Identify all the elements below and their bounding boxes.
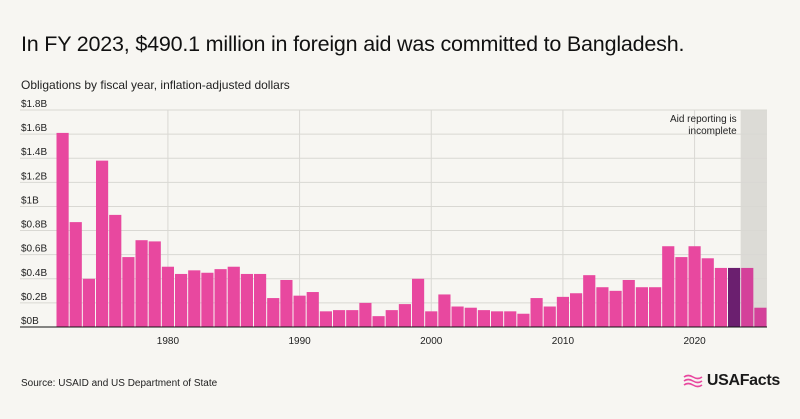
- bar-1989: [280, 279, 293, 327]
- bar-2007: [517, 313, 530, 327]
- bar-1983: [201, 272, 214, 327]
- bar-2024: [741, 267, 754, 327]
- bar-1988: [267, 298, 280, 327]
- bar-1982: [188, 270, 201, 327]
- bar-2019: [675, 257, 688, 327]
- y-tick-label: $1B: [21, 195, 39, 206]
- x-tick-label: 2020: [683, 336, 706, 347]
- source-note: Source: USAID and US Department of State: [21, 378, 218, 389]
- x-tick-label: 1980: [157, 336, 180, 347]
- bar-2016: [635, 287, 648, 327]
- bar-1990: [293, 295, 306, 327]
- x-tick-label: 2000: [420, 336, 443, 347]
- y-tick-label: $0.2B: [21, 292, 47, 303]
- bar-2014: [609, 290, 622, 327]
- y-tick-label: $1.4B: [21, 147, 47, 158]
- bar-1986: [240, 273, 253, 327]
- y-tick-label: $0.6B: [21, 244, 47, 255]
- bar-2005: [491, 311, 504, 327]
- bar-2000: [425, 311, 438, 327]
- bar-2017: [649, 287, 662, 327]
- bar-1979: [148, 241, 161, 327]
- bar-2015: [622, 279, 635, 327]
- brand-logo: USAFacts: [683, 372, 780, 390]
- bar-1991: [306, 292, 319, 327]
- bar-2002: [451, 306, 464, 327]
- bar-1994: [346, 310, 359, 327]
- y-tick-label: $0.4B: [21, 268, 47, 279]
- bar-2004: [477, 310, 490, 327]
- bar-2023: [728, 267, 741, 327]
- bar-1995: [359, 302, 372, 327]
- bar-2003: [464, 307, 477, 327]
- y-tick-label: $0B: [21, 316, 39, 327]
- flag-icon: [683, 374, 703, 388]
- bar-1984: [214, 269, 227, 327]
- bar-2013: [596, 287, 609, 327]
- bar-2025: [754, 307, 767, 327]
- bar-1972: [56, 132, 69, 327]
- bar-1993: [333, 310, 346, 327]
- brand-name: USAFacts: [706, 372, 780, 389]
- bar-1974: [82, 278, 95, 327]
- bar-1999: [412, 278, 425, 327]
- bar-2009: [543, 306, 556, 327]
- bar-2011: [570, 293, 583, 327]
- bar-2008: [530, 298, 543, 327]
- incomplete-annotation: Aid reporting is incomplete: [670, 114, 737, 137]
- bar-1975: [96, 160, 109, 327]
- chart-title: In FY 2023, $490.1 million in foreign ai…: [21, 32, 685, 56]
- bar-2018: [662, 246, 675, 327]
- bar-1976: [109, 214, 122, 327]
- y-tick-label: $1.8B: [21, 99, 47, 110]
- bar-2020: [688, 246, 701, 327]
- annotation-line: incomplete: [688, 126, 737, 137]
- bar-1987: [254, 273, 267, 327]
- bar-2001: [438, 294, 451, 327]
- bar-1997: [385, 310, 398, 327]
- bar-1985: [227, 266, 240, 327]
- bar-1978: [135, 240, 148, 327]
- y-tick-label: $1.2B: [21, 171, 47, 182]
- bar-1998: [398, 304, 411, 327]
- bar-2021: [701, 258, 714, 327]
- bar-1981: [175, 273, 188, 327]
- bar-2012: [583, 275, 596, 327]
- bar-1973: [69, 222, 82, 327]
- bar-1992: [319, 311, 332, 327]
- x-tick-label: 1990: [288, 336, 311, 347]
- bar-2010: [556, 296, 569, 327]
- bar-2006: [504, 311, 517, 327]
- y-tick-label: $0.8B: [21, 220, 47, 231]
- y-tick-label: $1.6B: [21, 123, 47, 134]
- bar-2022: [714, 267, 727, 327]
- bar-1996: [372, 316, 385, 327]
- chart-subtitle: Obligations by fiscal year, inflation-ad…: [21, 78, 290, 92]
- bar-1980: [161, 266, 174, 327]
- bar-1977: [122, 257, 135, 327]
- annotation-line: Aid reporting is: [670, 114, 737, 125]
- x-tick-label: 2010: [552, 336, 575, 347]
